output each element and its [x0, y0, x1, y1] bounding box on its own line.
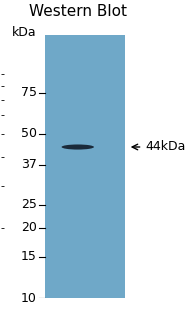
- Text: 75: 75: [21, 86, 36, 99]
- Text: 20: 20: [21, 221, 36, 234]
- Ellipse shape: [62, 145, 94, 150]
- Bar: [45, 35, 125, 298]
- Text: 44kDa: 44kDa: [146, 141, 186, 154]
- Title: Western Blot: Western Blot: [29, 4, 127, 19]
- Text: 15: 15: [21, 250, 36, 263]
- Text: 50: 50: [21, 127, 36, 140]
- Text: 37: 37: [21, 158, 36, 171]
- Text: 10: 10: [21, 292, 36, 305]
- Text: 25: 25: [21, 198, 36, 211]
- Text: kDa: kDa: [12, 26, 36, 39]
